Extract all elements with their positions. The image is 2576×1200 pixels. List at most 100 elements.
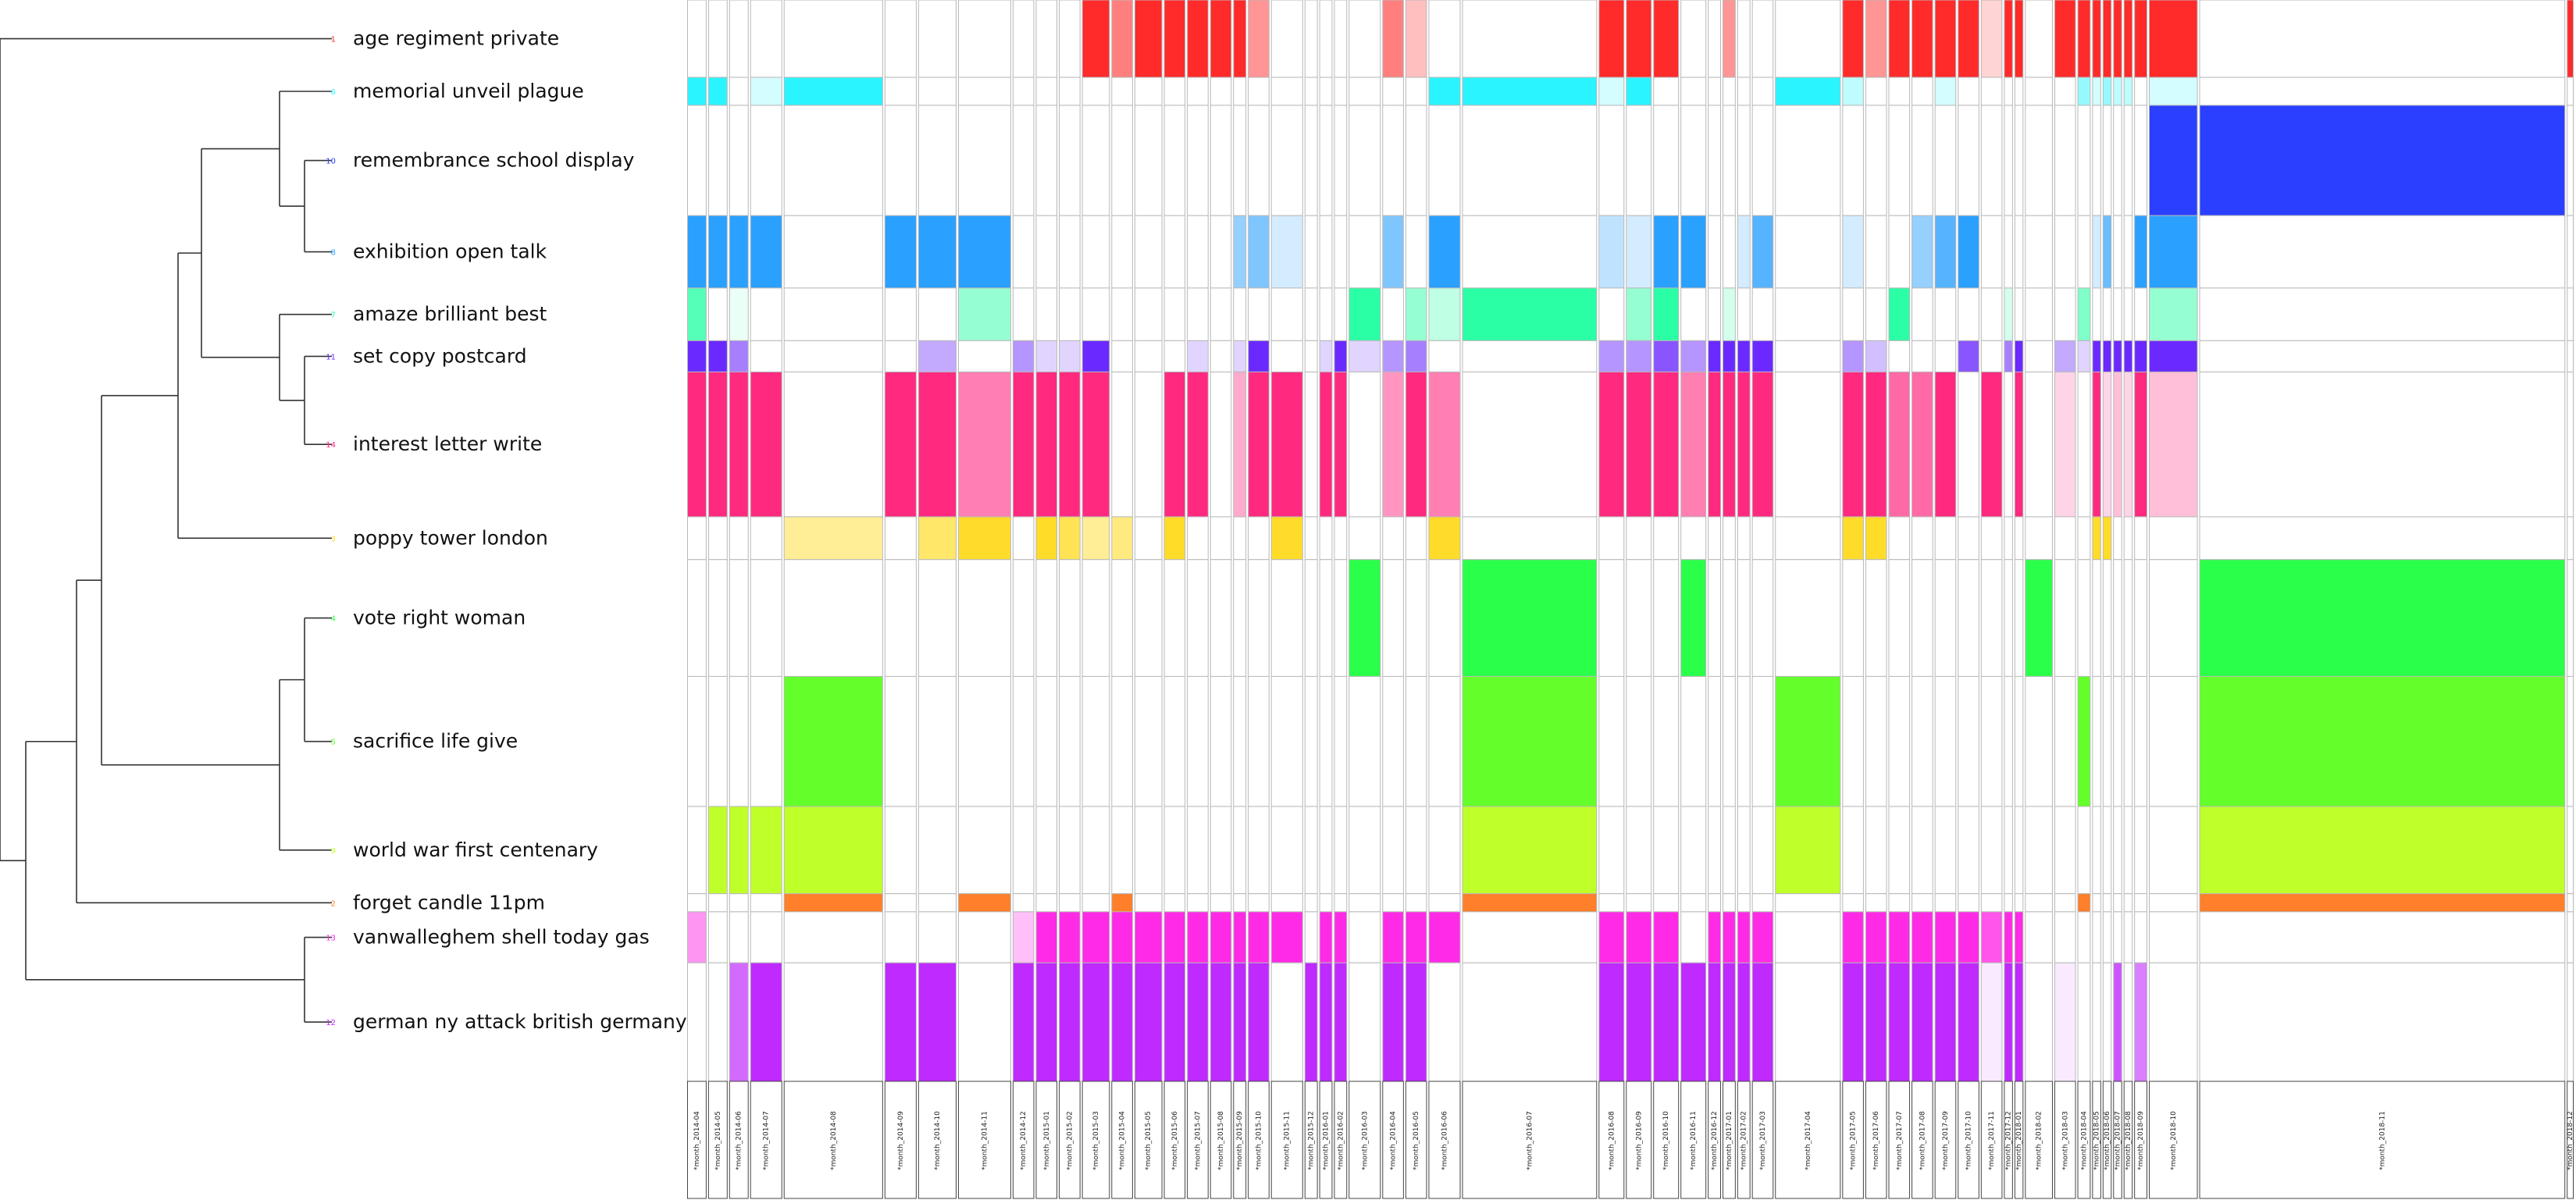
heatmap-cell [1626,559,1652,677]
heatmap-cell [1187,559,1209,677]
heatmap-cell [957,962,1011,1082]
heatmap-cell [1248,911,1270,963]
heatmap-cell [1111,806,1133,895]
heatmap-cell [783,893,883,913]
cluster-id: 8 [331,249,336,258]
heatmap-cell [2054,105,2076,216]
heatmap-cell [2077,911,2091,963]
heatmap-cell [2113,675,2122,807]
heatmap-cell [1462,806,1598,895]
heatmap-cell [2102,962,2112,1082]
heatmap-cell [957,806,1011,895]
heatmap-cell [1210,911,1232,963]
column-label-box [1134,1081,1163,1199]
column-label: *month_2015-07 [1194,1111,1202,1170]
heatmap-cell [1751,911,1774,963]
heatmap-cell [2123,215,2133,289]
heatmap-cell [1210,287,1232,341]
column-label-box [1111,1081,1133,1199]
heatmap-cell [1081,806,1110,895]
heatmap-cell [1111,559,1133,677]
heatmap-cell [1737,911,1751,963]
heatmap-cell [1737,675,1751,807]
heatmap-cell [1304,516,1318,561]
column-label: *month_2016-03 [1361,1111,1369,1170]
heatmap-cell [1134,675,1163,807]
heatmap-cell [750,287,782,341]
heatmap-cell [1737,287,1751,341]
column-label: *month_2017-04 [1805,1111,1812,1170]
heatmap-cell [1334,516,1348,561]
heatmap-cell [1865,675,1887,807]
heatmap-cell [917,559,957,677]
column-label-box [783,1081,883,1199]
heatmap-cell [2102,340,2112,372]
heatmap-cell [2014,105,2024,216]
heatmap-cell [2102,105,2112,216]
heatmap-cell [1737,105,1751,216]
heatmap-cell [2092,371,2101,518]
heatmap-cell [917,105,957,216]
column-label-box [2092,1081,2101,1199]
heatmap-cell [1980,962,2003,1082]
heatmap-cell [1304,287,1318,341]
heatmap-cell [1304,215,1318,289]
heatmap-cell [2123,675,2133,807]
row-label: age regiment private [353,27,559,50]
column-label: *month_2017-07 [1896,1111,1904,1170]
heatmap-cell [2025,911,2053,963]
heatmap-cell [1334,893,1348,913]
heatmap-cell [1775,340,1841,372]
column-label-box [1349,1081,1381,1199]
heatmap-cell [2014,287,2024,341]
heatmap-cell [1934,287,1957,341]
heatmap-cell [1462,962,1598,1082]
heatmap-cell [1111,893,1133,913]
heatmap-cell [1349,962,1381,1082]
column-label-box [1059,1081,1081,1199]
heatmap-cell [2077,340,2091,372]
heatmap-cell [1723,77,1736,106]
heatmap-cell [1737,962,1751,1082]
heatmap-cell [1680,893,1707,913]
heatmap-cell [1723,911,1736,963]
heatmap-cell [1751,77,1774,106]
heatmap-cell [707,675,728,807]
heatmap-cell [1428,77,1461,106]
heatmap-cell [750,340,782,372]
heatmap-cell [1428,105,1461,216]
column-label-box [2102,1081,2112,1199]
heatmap-cell [2134,287,2147,341]
heatmap-cell [1304,806,1318,895]
heatmap-cell [1842,806,1864,895]
heatmap-cell [2123,77,2133,106]
heatmap-cell [1775,962,1841,1082]
heatmap-cell [1680,806,1707,895]
heatmap-cell [2199,371,2566,518]
heatmap-cell [1349,215,1381,289]
heatmap-cell [957,893,1011,913]
heatmap-cell [2149,516,2198,561]
column-label-box [1012,1081,1035,1199]
column-label-box [1958,1081,1979,1199]
heatmap-cell [1680,0,1707,78]
heatmap-cell [1751,893,1774,913]
heatmap-cell [1187,0,1209,78]
column-label: *month_2016-09 [1635,1111,1643,1170]
heatmap-cell [2025,962,2053,1082]
heatmap-cell [1405,559,1427,677]
heatmap-cell [1319,893,1333,913]
heatmap-cell [1775,105,1841,216]
heatmap-cell [1708,0,1721,78]
heatmap-cell [687,215,707,289]
heatmap-cell [2134,0,2147,78]
row-label: interest letter write [353,433,542,455]
heatmap-cell [729,516,749,561]
heatmap-cell [1233,675,1247,807]
heatmap-cell [1934,105,1957,216]
heatmap-cell [1865,516,1887,561]
heatmap-cell [1775,911,1841,963]
column-label: *month_2014-05 [714,1111,722,1170]
heatmap-cell [2014,962,2024,1082]
heatmap-cell [1382,105,1404,216]
